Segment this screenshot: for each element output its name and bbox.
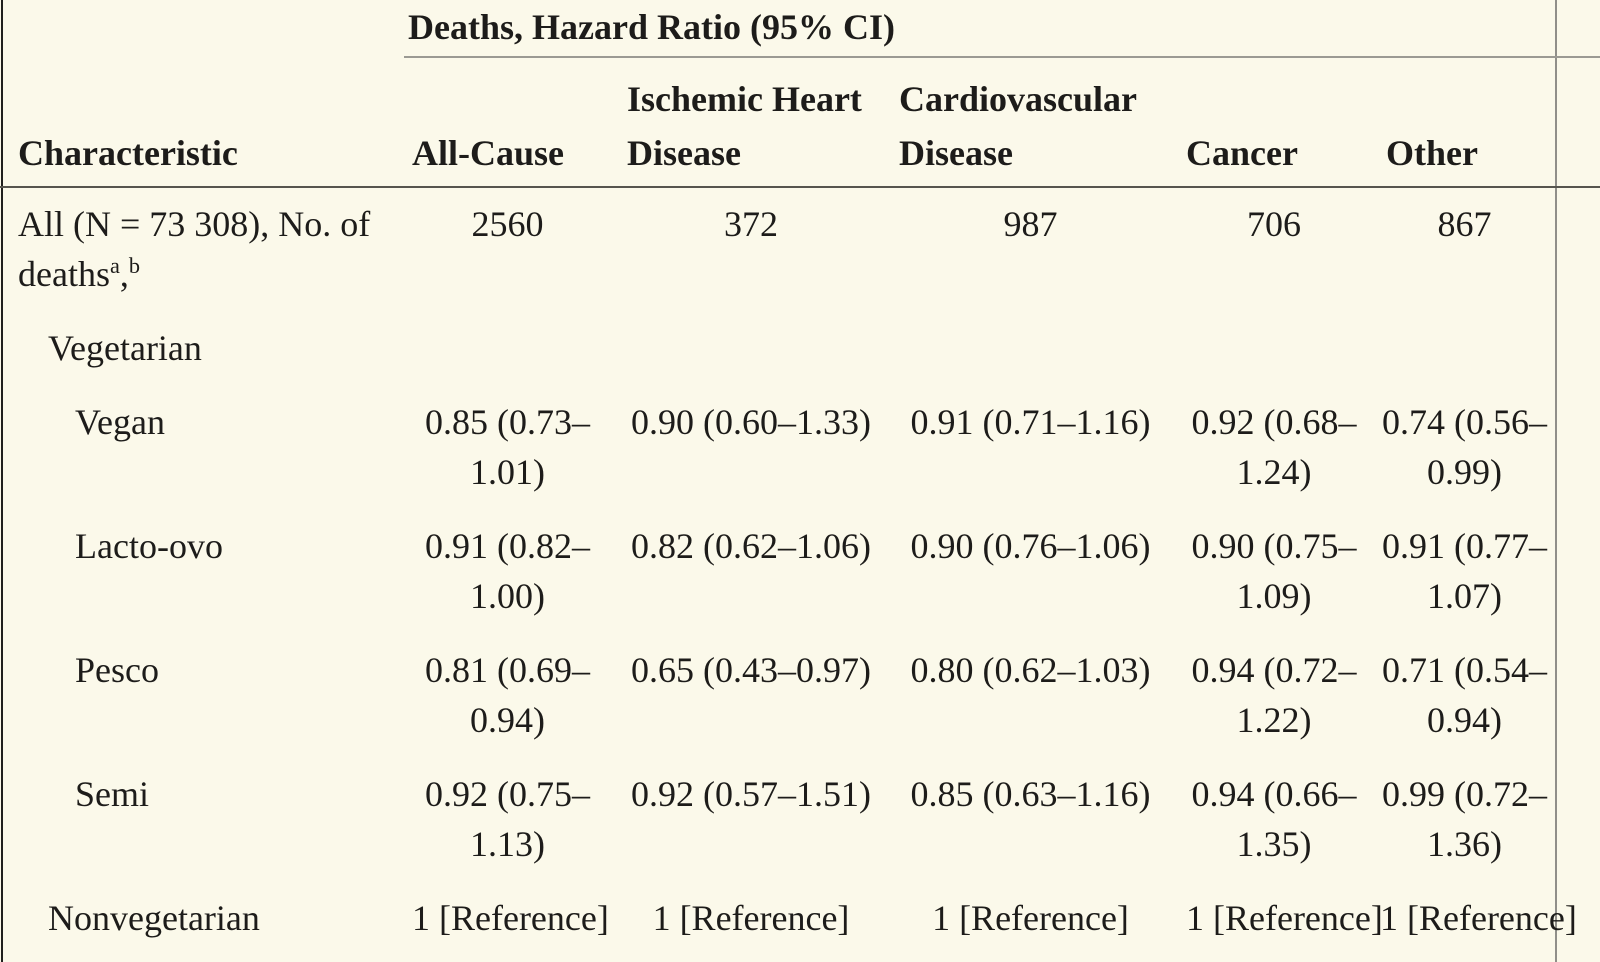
value-cell: 1 [Reference] [412, 898, 609, 938]
value-cell: 2560 [471, 204, 544, 244]
spanner-heading: Deaths, Hazard Ratio (95% CI) [408, 7, 895, 47]
table-row: Nonvegetarian 1 [Reference] 1 [Reference] 1… [2, 882, 1577, 956]
column-header-other: Other [1386, 133, 1478, 173]
table-row: Lacto-ovo 0.91 (0.82–1.00) 0.82 (0.62–1.06… [2, 510, 1555, 634]
row-label: Nonvegetarian [48, 898, 260, 938]
value-cell: 0.92 (0.75–1.13) [425, 774, 590, 864]
value-cell: 0.99 (0.72–1.36) [1382, 774, 1548, 864]
header-underline [0, 186, 1600, 188]
column-header-cardiovascular-disease: Cardiovascular Disease [899, 79, 1137, 173]
value-cell: 1 [Reference] [1186, 898, 1383, 938]
value-cell: 0.90 (0.76–1.06) [910, 526, 1151, 566]
value-cell [1174, 312, 1374, 386]
value-cell [1374, 312, 1555, 386]
row-label: Semi [75, 774, 150, 814]
hazard-ratio-table: Deaths, Hazard Ratio (95% CI) Characteri… [2, 0, 1577, 956]
row-label: Pesco [75, 650, 159, 690]
value-cell: 0.92 (0.57–1.51) [631, 774, 871, 814]
value-cell: 1 [Reference] [1380, 898, 1577, 938]
column-header-characteristic: Characteristic [18, 133, 238, 173]
value-cell: 0.74 (0.56–0.99) [1382, 402, 1548, 492]
value-cell: 0.82 (0.62–1.06) [631, 526, 871, 566]
value-cell: 706 [1247, 204, 1301, 244]
column-header-cancer: Cancer [1186, 133, 1298, 173]
value-cell: 0.71 (0.54–0.94) [1382, 650, 1548, 740]
value-cell: 0.65 (0.43–0.97) [631, 650, 871, 690]
value-cell: 0.91 (0.71–1.16) [910, 402, 1151, 442]
value-cell: 0.90 (0.60–1.33) [631, 402, 871, 442]
column-header-ischemic-heart-disease: Ischemic Heart Disease [627, 79, 862, 173]
spanner-spacer [2, 0, 400, 58]
value-cell: 0.81 (0.69–0.94) [425, 650, 590, 740]
footnote-marker: b [128, 253, 141, 278]
value-cell [615, 312, 887, 386]
footnote-marker: a [109, 253, 120, 278]
value-cell: 0.90 (0.75–1.09) [1191, 526, 1357, 616]
table-body: All (N = 73 308), No. of deathsa,b 2560 37… [2, 188, 1577, 956]
row-label: Lacto-ovo [75, 526, 223, 566]
value-cell: 867 [1437, 204, 1492, 244]
table-row: All (N = 73 308), No. of deathsa,b 2560 37… [2, 188, 1555, 312]
value-cell: 0.85 (0.73–1.01) [425, 402, 590, 492]
value-cell: 0.91 (0.77–1.07) [1382, 526, 1548, 616]
value-cell: 0.94 (0.66–1.35) [1191, 774, 1357, 864]
value-cell: 0.94 (0.72–1.22) [1191, 650, 1357, 740]
value-cell: 0.80 (0.62–1.03) [910, 650, 1151, 690]
row-label: All (N = 73 308), No. of deathsa,b [18, 204, 371, 294]
table-row: Pesco 0.81 (0.69–0.94) 0.65 (0.43–0.97) 0.8… [2, 634, 1555, 758]
table-row: Vegetarian [2, 312, 1555, 386]
row-label: Vegan [75, 402, 165, 442]
value-cell: 1 [Reference] [932, 898, 1129, 938]
column-header-all-cause: All-Cause [412, 133, 564, 173]
value-cell: 1 [Reference] [652, 898, 850, 938]
column-header-row: Characteristic All-Cause Ischemic Heart … [2, 58, 1555, 188]
value-cell: 0.85 (0.63–1.16) [910, 774, 1151, 814]
table-row: Vegan 0.85 (0.73–1.01) 0.90 (0.60–1.33) 0.9… [2, 386, 1555, 510]
table-left-border [1, 0, 3, 962]
value-cell: 0.92 (0.68–1.24) [1191, 402, 1357, 492]
spanner-row: Deaths, Hazard Ratio (95% CI) [2, 0, 1555, 58]
spanner-underline [404, 56, 1600, 58]
value-cell: 987 [1003, 204, 1058, 244]
table-row: Semi 0.92 (0.75–1.13) 0.92 (0.57–1.51) 0.85… [2, 758, 1555, 882]
table-right-border [1555, 0, 1557, 962]
value-cell: 0.91 (0.82–1.00) [425, 526, 590, 616]
value-cell [887, 312, 1174, 386]
value-cell: 372 [724, 204, 778, 244]
table-head: Deaths, Hazard Ratio (95% CI) Characteri… [2, 0, 1555, 188]
row-label: Vegetarian [48, 328, 202, 368]
value-cell [400, 312, 615, 386]
